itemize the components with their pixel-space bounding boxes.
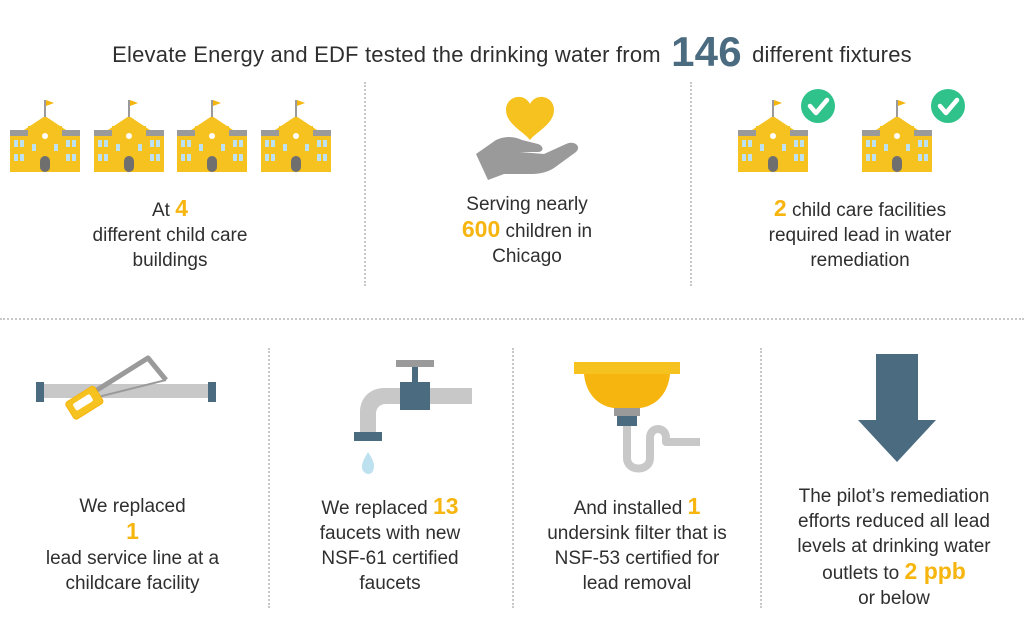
divider-top-2 [690, 82, 692, 286]
remediation-caption: 2 child care facilities required lead in… [768, 195, 952, 272]
heart-hand-icon [476, 96, 579, 180]
school-building-icon [94, 100, 164, 172]
title-prefix: Elevate Energy and EDF tested the drinki… [112, 42, 661, 67]
school-building-icon [10, 100, 80, 172]
faucets-caption: We replaced 13 faucets with new NSF-61 c… [319, 493, 461, 595]
service-line-number: 1 [126, 518, 139, 544]
result-number: 2 ppb [904, 558, 966, 584]
divider-horizontal [0, 318, 1024, 320]
children-number: 600 [461, 216, 501, 242]
sink-filter-icon [574, 362, 700, 473]
divider-bottom-3 [760, 348, 762, 608]
service-line-caption: We replaced 1 lead service line at a chi… [45, 496, 220, 594]
check-circle-icon [928, 88, 968, 128]
title-suffix: different fixtures [752, 42, 912, 67]
remediation-number: 2 [773, 195, 787, 221]
divider-bottom-1 [268, 348, 270, 608]
title-number: 146 [671, 28, 742, 75]
buildings-caption: At 4 different child care buildings [92, 195, 248, 272]
page-title: Elevate Energy and EDF tested the drinki… [0, 28, 1024, 76]
pipe-saw-icon [36, 355, 216, 420]
faucet-icon [354, 360, 472, 474]
down-arrow-icon [858, 354, 936, 462]
divider-top-1 [364, 82, 366, 286]
buildings-number: 4 [175, 195, 189, 221]
school-building-icon [261, 100, 331, 172]
check-circle-icon [798, 88, 838, 128]
filter-number: 1 [687, 493, 701, 519]
result-caption: The pilot’s remediation efforts reduced … [797, 486, 991, 609]
school-building-icon [177, 100, 247, 172]
divider-bottom-2 [512, 348, 514, 608]
filter-caption: And installed 1 undersink filter that is… [547, 493, 727, 595]
children-caption: Serving nearly 600 children in Chicago [461, 194, 593, 267]
faucets-number: 13 [433, 493, 459, 519]
